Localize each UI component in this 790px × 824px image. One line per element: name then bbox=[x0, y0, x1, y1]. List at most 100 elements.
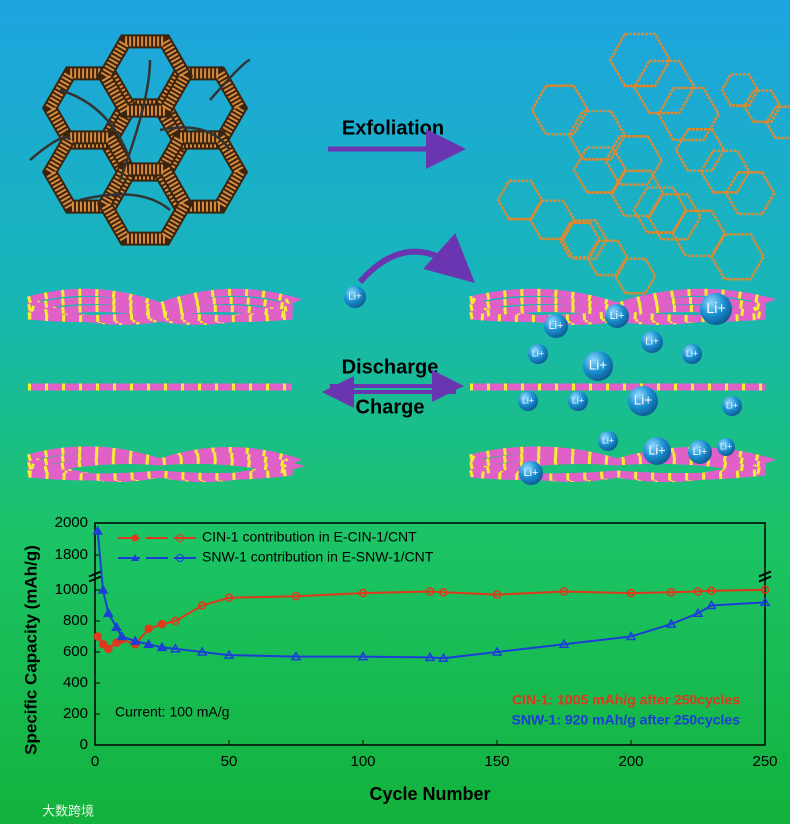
x-tick-label: 0 bbox=[91, 753, 99, 770]
li-ion-label: Li+ bbox=[726, 400, 738, 410]
point bbox=[170, 643, 181, 653]
point bbox=[357, 651, 369, 661]
point bbox=[358, 588, 368, 598]
li-ion bbox=[544, 314, 568, 338]
y-tick-label: 0 bbox=[80, 736, 88, 753]
nanotube bbox=[118, 59, 152, 181]
discharge-label: Discharge bbox=[342, 356, 439, 378]
series-line bbox=[96, 530, 766, 660]
exfoliated-sheet bbox=[699, 149, 751, 194]
nanotube bbox=[159, 126, 232, 151]
exfoliated-sheet bbox=[674, 127, 726, 173]
li-ion bbox=[528, 344, 548, 364]
annotation: CIN-1: 1005 mAh/g after 250cycles bbox=[512, 692, 740, 708]
li-ion-label: Li+ bbox=[589, 358, 608, 373]
point bbox=[171, 616, 180, 626]
annotation: SNW-1: 920 mAh/g after 250cycles bbox=[512, 712, 741, 728]
legend-marker bbox=[131, 554, 139, 561]
li-ion-label: Li+ bbox=[549, 320, 564, 332]
exfoliated-sheet bbox=[647, 193, 702, 241]
point bbox=[559, 587, 569, 596]
point bbox=[665, 618, 677, 628]
exfoliated-sheet bbox=[608, 32, 672, 88]
exfoliated-sheet bbox=[572, 146, 628, 194]
x-tick-label: 100 bbox=[350, 753, 375, 770]
x-tick-label: 250 bbox=[752, 753, 777, 770]
exfoliated-sheet bbox=[657, 86, 721, 142]
li-ion-label: Li+ bbox=[524, 467, 539, 479]
y-tick-label: 400 bbox=[63, 674, 88, 691]
li-ion-label: Li+ bbox=[610, 310, 625, 322]
nanotube bbox=[79, 193, 171, 211]
point bbox=[97, 584, 109, 594]
point bbox=[438, 652, 449, 662]
point bbox=[425, 587, 435, 596]
li-ion-label: Li+ bbox=[348, 292, 362, 303]
exfoliated-sheet bbox=[561, 219, 609, 260]
point bbox=[706, 599, 717, 610]
li-ion-label: Li+ bbox=[532, 348, 544, 358]
layer bbox=[469, 296, 766, 324]
li-ion-label: Li+ bbox=[645, 337, 659, 348]
y-tick-label: 1000 bbox=[55, 581, 88, 598]
arrow bbox=[357, 233, 475, 284]
point bbox=[666, 588, 676, 597]
y-tick-label: 800 bbox=[63, 612, 88, 629]
point bbox=[291, 591, 301, 601]
exfoliated-sheet bbox=[710, 233, 766, 281]
layer bbox=[469, 304, 766, 323]
point bbox=[103, 607, 114, 617]
li-ion bbox=[605, 304, 629, 328]
legend-marker bbox=[176, 534, 184, 542]
point bbox=[439, 588, 448, 597]
li-ion-label: Li+ bbox=[602, 435, 614, 445]
exfoliated-sheet bbox=[765, 105, 790, 140]
li-ion-label: Li+ bbox=[686, 348, 698, 358]
li-ion bbox=[598, 431, 618, 451]
li-ion-label: Li+ bbox=[720, 441, 732, 451]
legend-label: CIN-1 contribution in E-CIN-1/CNT bbox=[202, 529, 417, 545]
framework-hexagon bbox=[96, 34, 194, 118]
point bbox=[129, 635, 141, 645]
point bbox=[143, 638, 154, 648]
layer bbox=[27, 456, 293, 481]
nanotube bbox=[209, 58, 251, 101]
point bbox=[760, 585, 770, 595]
point bbox=[98, 640, 108, 649]
point bbox=[156, 641, 168, 652]
point bbox=[224, 593, 234, 602]
point bbox=[424, 651, 436, 662]
x-tick-label: 50 bbox=[221, 753, 238, 770]
layer bbox=[469, 456, 766, 481]
li-ion bbox=[344, 286, 366, 308]
axis-break bbox=[88, 570, 102, 583]
framework-hexagon bbox=[96, 162, 194, 246]
y-tick-label: 600 bbox=[63, 643, 88, 660]
li-ion-label: Li+ bbox=[522, 395, 534, 405]
point bbox=[104, 644, 113, 654]
legend-marker bbox=[176, 554, 184, 562]
charge-label: Charge bbox=[356, 396, 425, 418]
li-ion-label: Li+ bbox=[648, 443, 665, 457]
point bbox=[223, 649, 235, 659]
point bbox=[111, 621, 122, 631]
layer bbox=[469, 452, 766, 482]
y-tick-label: 2000 bbox=[55, 514, 88, 531]
point bbox=[759, 596, 771, 607]
li-ion-label: Li+ bbox=[572, 395, 584, 405]
x-tick-label: 200 bbox=[618, 753, 643, 770]
li-ion-label: Li+ bbox=[706, 301, 726, 317]
point bbox=[707, 586, 716, 596]
x-tick-label: 150 bbox=[484, 753, 509, 770]
li-ion bbox=[568, 391, 588, 411]
legend-label: SNW-1 contribution in E-SNW-1/CNT bbox=[202, 549, 434, 565]
point bbox=[144, 624, 153, 633]
nanotube bbox=[29, 136, 72, 161]
nanotube bbox=[59, 88, 132, 161]
y-axis-title: Specific Capacity (mAh/g) bbox=[21, 545, 40, 755]
diagram: Li+ Li+ Li+ Li+ Li+ Li+ Li+ Li+ Li+ Li+ Li+ Li+ Li+ L… bbox=[26, 32, 790, 485]
point bbox=[92, 525, 103, 535]
